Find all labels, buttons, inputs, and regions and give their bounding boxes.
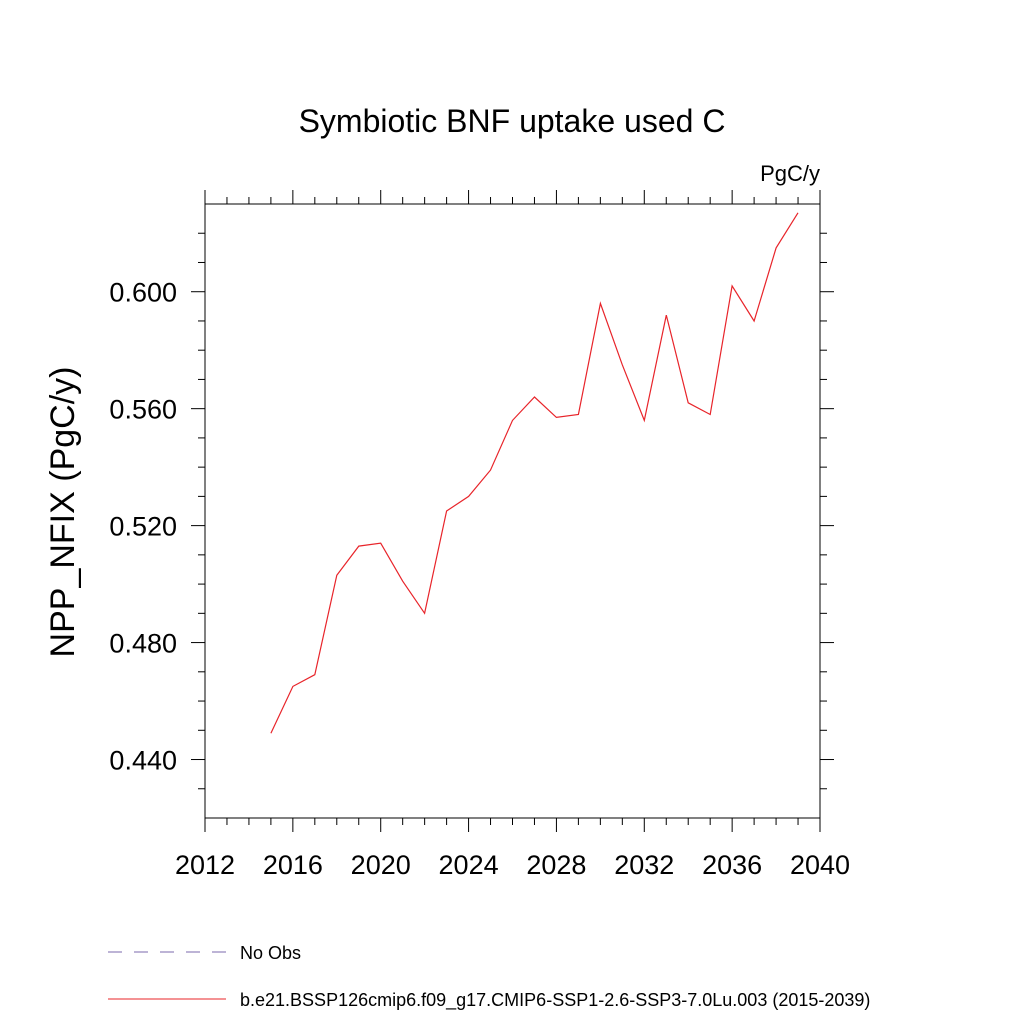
- y-tick-label: 0.480: [109, 629, 177, 659]
- x-tick-label: 2036: [702, 850, 762, 880]
- chart-title: Symbiotic BNF uptake used C: [299, 103, 726, 139]
- y-tick-label: 0.600: [109, 278, 177, 308]
- y-axis-label: NPP_NFIX (PgC/y): [44, 367, 82, 658]
- x-tick-label: 2012: [175, 850, 235, 880]
- legend-label: No Obs: [240, 943, 301, 963]
- legend: No Obs b.e21.BSSP126cmip6.f09_g17.CMIP6-S…: [108, 943, 870, 1011]
- y-tick-label: 0.560: [109, 395, 177, 425]
- x-tick-label: 2040: [790, 850, 850, 880]
- series-line: [270, 212, 799, 734]
- ticks-layer: 2012 2016 2020 2024 2028 2032 2036 2040 0.440 0.4…: [109, 190, 850, 880]
- legend-label: b.e21.BSSP126cmip6.f09_g17.CMIP6-SSP1-2.…: [240, 990, 870, 1011]
- series-layer: [270, 212, 799, 734]
- x-tick-label: 2020: [351, 850, 411, 880]
- y-tick-label: 0.520: [109, 512, 177, 542]
- x-tick-label: 2028: [526, 850, 586, 880]
- plot-frame: [204, 203, 821, 819]
- x-tick-label: 2032: [614, 850, 674, 880]
- units-label: PgC/y: [760, 161, 820, 186]
- y-tick-label: 0.440: [109, 746, 177, 776]
- x-tick-label: 2016: [263, 850, 323, 880]
- x-tick-label: 2024: [439, 850, 499, 880]
